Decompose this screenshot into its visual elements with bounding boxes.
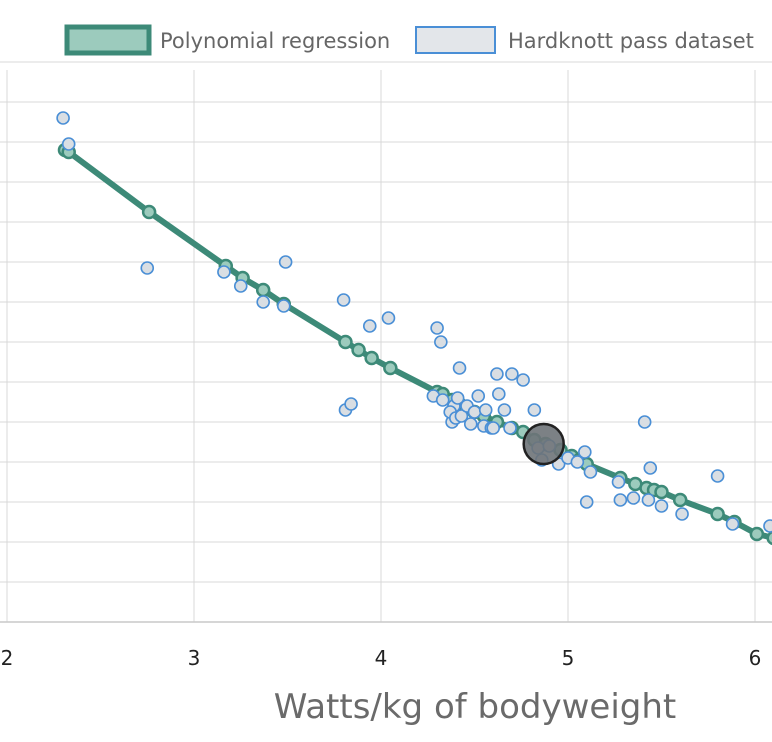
dataset-point bbox=[570, 455, 585, 469]
dataset-point bbox=[490, 367, 504, 381]
regression-point bbox=[672, 492, 688, 508]
dataset-point bbox=[434, 335, 448, 349]
dataset-point bbox=[503, 421, 517, 435]
dataset-point bbox=[471, 389, 486, 403]
grid bbox=[0, 61, 772, 622]
regression-point bbox=[710, 506, 725, 522]
x-tick-label: 2 bbox=[1, 646, 14, 670]
x-tick-label: 5 bbox=[562, 646, 575, 670]
dataset-point bbox=[613, 493, 628, 507]
legend: Polynomial regression Hardknott pass dat… bbox=[64, 24, 754, 56]
legend-swatch-dataset bbox=[415, 26, 496, 54]
dataset-point bbox=[725, 517, 740, 531]
regression-point bbox=[338, 334, 353, 350]
x-axis-title: Watts/kg of bodyweight bbox=[274, 687, 677, 727]
regression-line bbox=[61, 147, 772, 541]
highlight-series bbox=[522, 422, 565, 466]
dataset-point bbox=[497, 403, 512, 417]
legend-label-dataset: Hardknott pass dataset bbox=[508, 29, 754, 53]
dataset-point bbox=[430, 321, 444, 335]
regression-point bbox=[141, 204, 157, 220]
dataset-point bbox=[381, 311, 396, 325]
dataset-point bbox=[256, 295, 270, 309]
dataset-point bbox=[637, 415, 652, 429]
dataset-point bbox=[579, 495, 594, 509]
dataset-point bbox=[278, 255, 293, 269]
regression-point bbox=[654, 484, 669, 500]
dataset-point bbox=[140, 261, 155, 275]
dataset-point bbox=[336, 293, 351, 307]
dataset-point bbox=[435, 393, 450, 407]
x-tick-labels: 2 3 4 5 6 bbox=[1, 646, 762, 670]
dataset-point bbox=[276, 299, 291, 313]
legend-swatch-regression bbox=[64, 24, 152, 56]
regression-point bbox=[766, 530, 772, 546]
dataset-point bbox=[467, 405, 482, 419]
regression-point bbox=[255, 282, 271, 298]
regression-point bbox=[749, 526, 765, 542]
dataset-point bbox=[478, 403, 493, 417]
dataset-point bbox=[763, 519, 772, 533]
regression-point bbox=[383, 360, 398, 376]
regression-series bbox=[57, 142, 772, 546]
dataset-point bbox=[710, 469, 725, 483]
dataset-point bbox=[450, 391, 465, 405]
dataset-point bbox=[578, 445, 592, 459]
dataset-point bbox=[56, 111, 70, 125]
x-tick-label: 4 bbox=[375, 646, 388, 670]
dataset-point bbox=[611, 475, 626, 489]
highlight-point bbox=[522, 422, 565, 466]
x-tick-label: 6 bbox=[749, 646, 762, 670]
x-tick-label: 3 bbox=[188, 646, 201, 670]
dataset-point bbox=[344, 397, 358, 411]
dataset-point bbox=[463, 417, 478, 431]
dataset-point bbox=[217, 265, 231, 279]
dataset-series bbox=[56, 111, 772, 533]
dataset-point bbox=[233, 279, 248, 293]
legend-label-regression: Polynomial regression bbox=[160, 29, 390, 53]
dataset-point bbox=[492, 387, 506, 401]
dataset-point bbox=[454, 409, 469, 423]
dataset-point bbox=[583, 465, 598, 479]
legend-item-regression[interactable]: Polynomial regression bbox=[64, 24, 390, 56]
dataset-point bbox=[527, 403, 542, 417]
dataset-point bbox=[641, 493, 656, 507]
dataset-point bbox=[516, 373, 530, 387]
dataset-point bbox=[643, 461, 658, 475]
legend-item-dataset[interactable]: Hardknott pass dataset bbox=[415, 26, 754, 54]
regression-point bbox=[364, 350, 379, 366]
dataset-point bbox=[486, 421, 501, 435]
dataset-point bbox=[362, 319, 377, 333]
dataset-point bbox=[452, 361, 467, 375]
dataset-point bbox=[675, 507, 689, 521]
dataset-point bbox=[654, 499, 669, 513]
dataset-point bbox=[505, 367, 519, 381]
dataset-point bbox=[626, 491, 641, 505]
regression-point bbox=[351, 342, 366, 358]
dataset-point bbox=[61, 137, 76, 151]
